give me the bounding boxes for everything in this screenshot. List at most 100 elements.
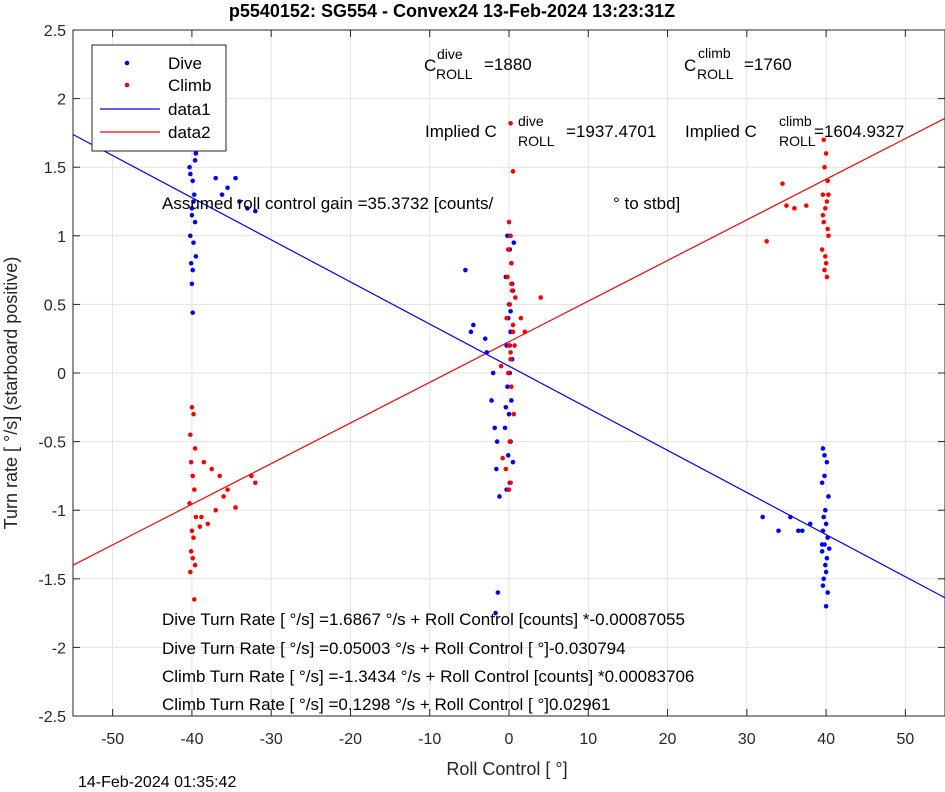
y-tick-label: 2 xyxy=(57,92,66,109)
x-axis-label: Roll Control [ °] xyxy=(446,759,567,779)
dive-point xyxy=(471,322,476,328)
climb-point xyxy=(190,555,196,561)
climb-point xyxy=(825,178,830,184)
dive-point xyxy=(482,336,488,342)
climb-point xyxy=(188,459,194,465)
climb-point xyxy=(504,315,509,321)
climb-point xyxy=(507,302,513,307)
climb-point xyxy=(191,535,196,540)
dive-point xyxy=(463,267,468,273)
dive-point xyxy=(760,514,765,520)
dive-point xyxy=(825,590,830,595)
dive-point xyxy=(191,192,197,197)
legend-dive-label: Dive xyxy=(168,54,202,73)
climb-point xyxy=(253,480,258,486)
climb-point xyxy=(505,370,511,376)
x-tick-label: -20 xyxy=(339,731,362,748)
climb-point xyxy=(822,267,827,273)
dive-point xyxy=(189,212,195,218)
dive-point xyxy=(824,459,830,465)
gain-text-end: ° to stbd] xyxy=(613,194,680,213)
climb-point xyxy=(188,549,194,554)
climb-point xyxy=(824,199,830,204)
dive-point xyxy=(824,555,830,561)
legend-data1-label: data1 xyxy=(168,100,211,119)
dive-point xyxy=(188,171,193,177)
climb-point xyxy=(508,350,513,355)
dive-point xyxy=(192,219,198,225)
dive-point xyxy=(191,199,196,204)
timestamp: 14-Feb-2024 01:35:42 xyxy=(78,774,236,791)
climb-point xyxy=(188,432,193,438)
fit-equation-2: Dive Turn Rate [ °/s] =0.05003 °/s + Rol… xyxy=(162,639,626,658)
y-tick-label: -2 xyxy=(52,640,66,657)
fit-line-data1 xyxy=(72,133,945,599)
dive-point xyxy=(191,240,196,245)
climb-point xyxy=(217,473,222,479)
dive-point xyxy=(821,576,827,582)
climb-point xyxy=(822,164,827,170)
implied-climb-sub: ROLL xyxy=(779,133,816,149)
climb-point xyxy=(506,487,512,492)
climb-point xyxy=(764,238,769,244)
climb-point xyxy=(513,295,518,300)
climb-point xyxy=(503,466,509,472)
dive-point xyxy=(800,528,805,534)
dive-point xyxy=(492,425,498,431)
climb-point xyxy=(508,356,513,362)
x-tick-label: -50 xyxy=(101,731,124,748)
climb-point xyxy=(824,274,830,280)
c-roll-climb-sup: climb xyxy=(698,45,731,61)
climb-point xyxy=(500,455,505,461)
climb-point xyxy=(221,494,226,499)
dive-point xyxy=(468,329,474,335)
c-roll-dive-sub: ROLL xyxy=(436,66,473,82)
climb-point xyxy=(192,562,198,568)
dive-point xyxy=(505,453,511,458)
dive-point xyxy=(188,233,193,239)
dive-point xyxy=(190,178,196,184)
climb-point xyxy=(187,501,192,506)
dive-point xyxy=(253,208,258,214)
climb-point xyxy=(205,521,211,527)
climb-point xyxy=(823,260,829,266)
climb-point xyxy=(213,507,218,513)
c-roll-dive-value: =1880 xyxy=(484,55,532,74)
dive-point xyxy=(190,310,196,315)
dive-point xyxy=(819,549,825,554)
dive-point xyxy=(821,514,827,520)
y-axis-label: Turn rate [ °/s] (starboard positive) xyxy=(1,257,21,530)
c-roll-climb-sub: ROLL xyxy=(697,66,734,82)
x-tick-label: 40 xyxy=(817,731,835,748)
climb-point xyxy=(225,487,230,492)
dive-point xyxy=(510,459,516,465)
climb-point xyxy=(510,329,516,335)
c-roll-climb-annotation: C climb ROLL =1760 xyxy=(684,45,792,82)
climb-point xyxy=(823,151,829,156)
dive-point xyxy=(213,175,218,181)
y-tick-label: -1.5 xyxy=(38,572,66,589)
x-tick-label: -30 xyxy=(260,731,283,748)
climb-point xyxy=(191,411,196,417)
dive-point xyxy=(225,185,230,191)
dive-point xyxy=(822,562,828,568)
dive-point xyxy=(489,398,494,403)
climb-point xyxy=(538,295,544,300)
c-roll-dive-annotation: C dive ROLL =1880 xyxy=(424,46,532,82)
climb-point xyxy=(509,288,515,293)
implied-climb-value: =1604.9327 xyxy=(814,122,904,141)
climb-point xyxy=(509,384,514,390)
climb-point xyxy=(508,120,513,126)
climb-point xyxy=(192,446,198,451)
legend-dive-marker xyxy=(124,60,130,66)
dive-point xyxy=(825,535,830,540)
dive-point xyxy=(497,494,502,499)
dive-point xyxy=(189,206,195,211)
climb-point xyxy=(191,487,197,492)
x-tick-label: -40 xyxy=(180,731,203,748)
dive-point xyxy=(188,260,194,266)
legend-box xyxy=(91,44,227,152)
implied-dive-sup: dive xyxy=(518,113,544,129)
climb-point xyxy=(780,181,785,186)
